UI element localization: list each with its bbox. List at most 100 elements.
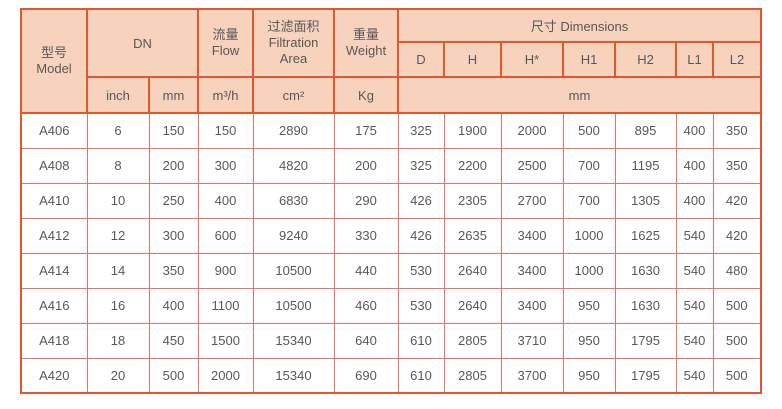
table-row: A414 14 350 900 10500 440 530 2640 3400 … [20,252,762,289]
cell-l1: 540 [675,357,714,394]
cell-flow: 300 [197,147,254,184]
cell-d: 530 [397,252,445,289]
cell-flow: 1100 [197,287,254,324]
cell-h2: 1630 [614,252,677,289]
header-model-cn: 型号 [40,45,67,61]
cell-h: 1900 [443,112,502,149]
cell-h: 2305 [443,182,502,219]
cell-dn-mm: 300 [148,217,199,254]
cell-h2: 1630 [614,287,677,324]
cell-dn-inch: 16 [86,287,150,324]
header-row-1: 型号 Model DN 流量 Flow 过滤面积 Filtration Area… [20,8,762,114]
cell-area: 2890 [252,112,335,149]
header-weight: 重量 Weight [333,8,399,78]
cell-hstar: 3400 [500,287,564,324]
cell-h1: 1000 [562,217,616,254]
cell-model: A420 [20,357,88,394]
cell-l1: 540 [675,287,714,324]
table-row: A416 16 400 1100 10500 460 530 2640 3400… [20,287,762,324]
table-body: A406 6 150 150 2890 175 325 1900 2000 50… [20,112,762,394]
cell-flow: 1500 [197,322,254,359]
cell-h: 2640 [443,252,502,289]
unit-dims-mm: mm [397,76,762,114]
cell-l2: 350 [712,147,762,184]
cell-hstar: 2000 [500,112,564,149]
cell-weight: 460 [333,287,399,324]
cell-model: A418 [20,322,88,359]
header-filtration-en2: Area [279,50,308,66]
cell-d: 530 [397,287,445,324]
cell-flow: 150 [197,112,254,149]
cell-model: A406 [20,112,88,149]
cell-h2: 1625 [614,217,677,254]
cell-dn-mm: 350 [148,252,199,289]
cell-dn-inch: 6 [86,112,150,149]
cell-l2: 480 [712,252,762,289]
cell-h2: 1305 [614,182,677,219]
unit-mm: mm [148,76,199,114]
cell-flow: 2000 [197,357,254,394]
cell-h: 2805 [443,322,502,359]
cell-d: 325 [397,147,445,184]
cell-h1: 700 [562,147,616,184]
cell-hstar: 3400 [500,252,564,289]
cell-hstar: 2500 [500,147,564,184]
cell-h: 2200 [443,147,502,184]
cell-l2: 500 [712,357,762,394]
cell-dn-inch: 10 [86,182,150,219]
cell-h1: 950 [562,357,616,394]
header-dim-hstar: H* [500,41,564,78]
unit-weight: Kg [333,76,399,114]
cell-model: A414 [20,252,88,289]
cell-weight: 175 [333,112,399,149]
cell-l2: 500 [712,322,762,359]
table-row: A412 12 300 600 9240 330 426 2635 3400 1… [20,217,762,254]
cell-dn-mm: 250 [148,182,199,219]
cell-model: A412 [20,217,88,254]
cell-l2: 350 [712,112,762,149]
table-row: A418 18 450 1500 15340 640 610 2805 3710… [20,322,762,359]
unit-area: cm² [252,76,335,114]
cell-dn-inch: 20 [86,357,150,394]
cell-d: 426 [397,182,445,219]
cell-d: 610 [397,322,445,359]
table-row: A410 10 250 400 6830 290 426 2305 2700 7… [20,182,762,219]
product-spec-table: 型号 Model DN 流量 Flow 过滤面积 Filtration Area… [20,8,762,394]
table-header: 型号 Model DN 流量 Flow 过滤面积 Filtration Area… [20,8,762,114]
cell-model: A410 [20,182,88,219]
cell-h2: 895 [614,112,677,149]
cell-area: 15340 [252,322,335,359]
cell-dn-inch: 12 [86,217,150,254]
cell-h1: 950 [562,322,616,359]
cell-dn-inch: 14 [86,252,150,289]
header-flow: 流量 Flow [197,8,254,78]
table-row: A420 20 500 2000 15340 690 610 2805 3700… [20,357,762,394]
cell-hstar: 3700 [500,357,564,394]
cell-l1: 400 [675,182,714,219]
cell-d: 325 [397,112,445,149]
cell-area: 15340 [252,357,335,394]
cell-l1: 540 [675,322,714,359]
cell-dn-mm: 400 [148,287,199,324]
cell-h: 2805 [443,357,502,394]
cell-model: A408 [20,147,88,184]
cell-dn-inch: 18 [86,322,150,359]
cell-area: 9240 [252,217,335,254]
cell-l1: 400 [675,112,714,149]
cell-area: 4820 [252,147,335,184]
cell-weight: 330 [333,217,399,254]
cell-weight: 690 [333,357,399,394]
cell-h2: 1195 [614,147,677,184]
cell-dn-mm: 500 [148,357,199,394]
header-dimensions: 尺寸 Dimensions [397,8,762,43]
header-model-en: Model [36,61,72,76]
header-dim-h: H [443,41,502,78]
cell-l2: 420 [712,182,762,219]
cell-area: 6830 [252,182,335,219]
cell-l1: 540 [675,217,714,254]
header-weight-en: Weight [345,43,387,58]
cell-weight: 290 [333,182,399,219]
header-row-3: inch mm m³/h cm² Kg mm [21,76,762,114]
header-dim-l1: L1 [675,41,714,78]
cell-l1: 400 [675,147,714,184]
